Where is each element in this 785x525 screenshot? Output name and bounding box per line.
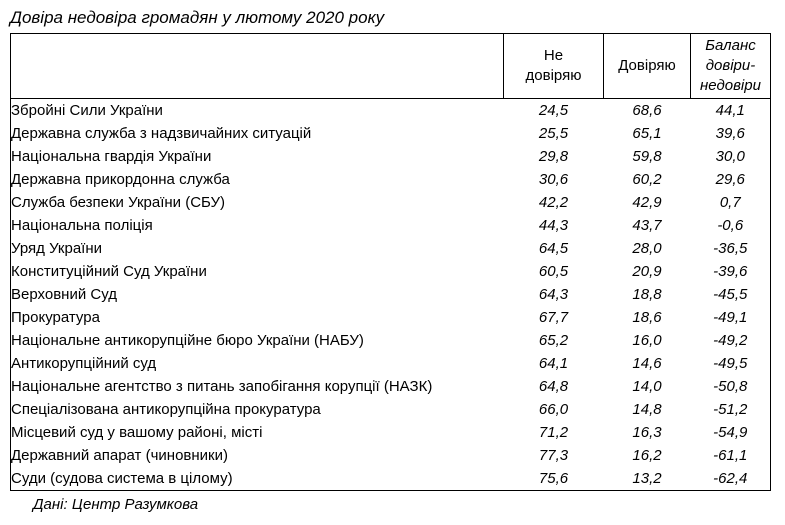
data-source: Дані: Центр Разумкова: [33, 496, 199, 513]
table-row: Спеціалізована антикорупційна прокуратур…: [11, 398, 771, 421]
balance-value: -0,6: [717, 217, 744, 234]
table-row: Державний апарат (чиновники) 77,3 16,2 -…: [11, 444, 771, 467]
table-row: Місцевий суд у вашому районі, місті 71,2…: [11, 421, 771, 444]
institution-label: Служба безпеки України (СБУ): [11, 194, 226, 211]
trust-value: 16,2: [632, 447, 662, 464]
trust-value: 28,0: [632, 240, 662, 257]
trust-value: 16,0: [632, 332, 662, 349]
distrust-value: 67,7: [538, 309, 569, 326]
institution-label: Державна служба з надзвичайних ситуацій: [11, 125, 312, 142]
table-header-row: Не довіряю Довіряю Баланс довіри-недовір…: [10, 33, 771, 99]
balance-value: -39,6: [713, 263, 748, 280]
trust-value: 65,1: [632, 125, 662, 142]
distrust-value: 29,8: [538, 148, 569, 165]
balance-value: 39,6: [715, 125, 745, 142]
balance-value: -49,2: [713, 332, 748, 349]
distrust-value: 64,8: [538, 378, 569, 395]
balance-value: -50,8: [713, 378, 748, 395]
trust-value: 18,6: [632, 309, 662, 326]
trust-value: 14,8: [632, 401, 662, 418]
distrust-value: 64,3: [538, 286, 569, 303]
institution-label: Верховний Суд: [11, 286, 117, 303]
balance-value: 44,1: [715, 102, 745, 119]
institution-label: Антикорупційний суд: [11, 355, 157, 372]
trust-value: 20,9: [632, 263, 662, 280]
institution-label: Національна гвардія України: [11, 148, 212, 165]
header-balance: Баланс довіри-недовіри: [690, 33, 771, 99]
balance-value: 0,7: [719, 194, 741, 211]
distrust-value: 60,5: [538, 263, 569, 280]
distrust-value: 24,5: [538, 102, 569, 119]
table-row: Національна гвардія України 29,8 59,8 30…: [11, 145, 771, 168]
trust-value: 16,3: [632, 424, 662, 441]
balance-value: -51,2: [713, 401, 748, 418]
trust-value: 18,8: [632, 286, 662, 303]
table-row: Збройні Сили України 24,5 68,6 44,1: [11, 99, 771, 123]
balance-value: -45,5: [713, 286, 748, 303]
page-title: Довіра недовіра громадян у лютому 2020 р…: [10, 8, 385, 27]
table-row: Антикорупційний суд 64,1 14,6 -49,5: [11, 352, 771, 375]
trust-value: 14,6: [632, 355, 662, 372]
balance-value: -49,5: [713, 355, 748, 372]
table-row: Національне антикорупційне бюро України …: [11, 329, 771, 352]
table-row: Суди (судова система в цілому) 75,6 13,2…: [11, 467, 771, 491]
distrust-value: 66,0: [538, 401, 569, 418]
header-distrust-label: Не довіряю: [525, 46, 582, 84]
table-row: Уряд України 64,5 28,0 -36,5: [11, 237, 771, 260]
institution-label: Національне агентство з питань запобіган…: [11, 378, 433, 395]
header-trust: Довіряю: [603, 33, 691, 99]
table-row: Державна служба з надзвичайних ситуацій …: [11, 122, 771, 145]
balance-value: -49,1: [713, 309, 748, 326]
balance-value: -36,5: [713, 240, 748, 257]
institution-label: Суди (судова система в цілому): [11, 470, 233, 487]
distrust-value: 65,2: [538, 332, 569, 349]
table-row: Прокуратура 67,7 18,6 -49,1: [11, 306, 771, 329]
distrust-value: 42,2: [538, 194, 569, 211]
table-row: Конституційний Суд України 60,5 20,9 -39…: [11, 260, 771, 283]
table-row: Верховний Суд 64,3 18,8 -45,5: [11, 283, 771, 306]
distrust-value: 71,2: [538, 424, 569, 441]
trust-value: 59,8: [632, 148, 662, 165]
institution-label: Державна прикордонна служба: [11, 171, 230, 188]
balance-value: 29,6: [715, 171, 745, 188]
trust-table: Не довіряю Довіряю Баланс довіри-недовір…: [10, 33, 771, 491]
distrust-value: 75,6: [538, 470, 569, 487]
distrust-value: 30,6: [538, 171, 569, 188]
institution-label: Спеціалізована антикорупційна прокуратур…: [11, 401, 321, 418]
institution-label: Збройні Сили України: [11, 102, 163, 119]
distrust-value: 25,5: [538, 125, 569, 142]
trust-value: 43,7: [632, 217, 662, 234]
trust-value: 13,2: [632, 470, 662, 487]
distrust-value: 44,3: [538, 217, 569, 234]
balance-value: -54,9: [713, 424, 748, 441]
trust-value: 60,2: [632, 171, 662, 188]
balance-value: -62,4: [713, 470, 748, 487]
institution-label: Національна поліція: [11, 217, 153, 234]
trust-value: 14,0: [632, 378, 662, 395]
header-empty-cell: [10, 33, 504, 99]
table-row: Національне агентство з питань запобіган…: [11, 375, 771, 398]
institution-label: Місцевий суд у вашому районі, місті: [11, 424, 263, 441]
balance-value: -61,1: [713, 447, 748, 464]
institution-label: Прокуратура: [11, 309, 100, 326]
header-balance-label: Баланс довіри-недовіри: [700, 36, 761, 95]
table-row: Державна прикордонна служба 30,6 60,2 29…: [11, 168, 771, 191]
trust-value: 68,6: [632, 102, 662, 119]
institution-label: Конституційний Суд України: [11, 263, 207, 280]
distrust-value: 64,1: [538, 355, 569, 372]
balance-value: 30,0: [715, 148, 745, 165]
distrust-value: 77,3: [538, 447, 569, 464]
distrust-value: 64,5: [538, 240, 569, 257]
header-trust-label: Довіряю: [618, 56, 676, 74]
table-row: Національна поліція 44,3 43,7 -0,6: [11, 214, 771, 237]
institution-label: Національне антикорупційне бюро України …: [11, 332, 364, 349]
institution-label: Уряд України: [11, 240, 103, 257]
table-row: Служба безпеки України (СБУ) 42,2 42,9 0…: [11, 191, 771, 214]
institution-label: Державний апарат (чиновники): [11, 447, 228, 464]
trust-value: 42,9: [632, 194, 662, 211]
header-distrust: Не довіряю: [503, 33, 604, 99]
